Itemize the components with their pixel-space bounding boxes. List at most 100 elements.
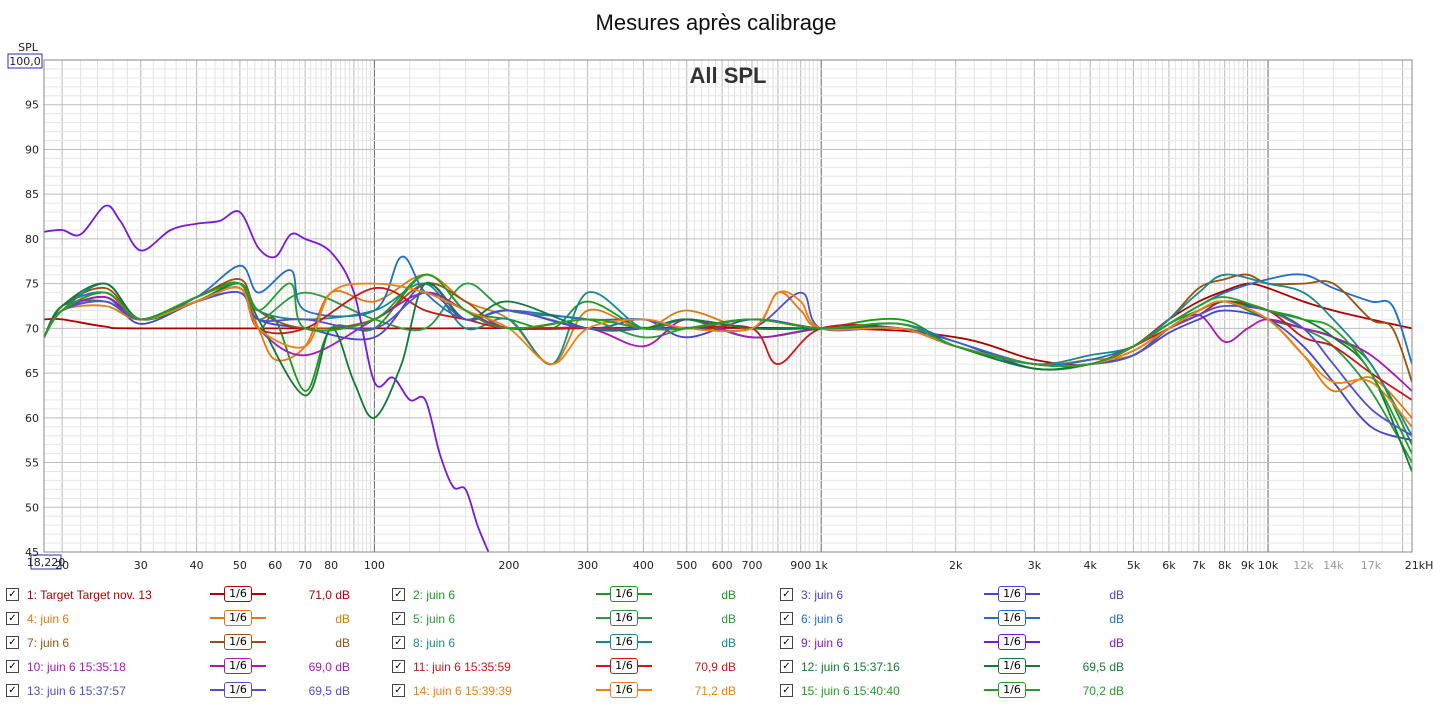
x-tick-label: 14k [1323, 559, 1344, 572]
smoothing-control[interactable]: 1/6 [210, 658, 266, 674]
x-tick-label: 6k [1162, 559, 1176, 572]
legend-checkbox[interactable]: ✓ [6, 660, 19, 673]
smoothing-label: 1/6 [610, 586, 638, 602]
x-tick-label: 9k [1241, 559, 1255, 572]
x-tick-label: 400 [633, 559, 654, 572]
legend-checkbox[interactable]: ✓ [392, 588, 405, 601]
legend-item[interactable]: ✓ 14: juin 6 15:39:39 1/6 71,2 dB [386, 680, 771, 700]
smoothing-control[interactable]: 1/6 [596, 682, 652, 698]
legend-label: 4: juin 6 [27, 612, 70, 626]
legend-checkbox[interactable]: ✓ [6, 636, 19, 649]
y-axis-label: SPL [18, 41, 39, 54]
legend-label: 9: juin 6 [801, 636, 844, 650]
x-ticks: 20 30 40 50 60 70 80 100 200 300 400 500 600 700 900 1k… [55, 559, 1433, 572]
legend-checkbox[interactable]: ✓ [780, 588, 793, 601]
smoothing-control[interactable]: 1/6 [210, 610, 266, 626]
legend-item[interactable]: ✓ 5: juin 6 1/6 dB [386, 608, 771, 628]
legend-item[interactable]: ✓ 2: juin 6 1/6 dB [386, 584, 771, 604]
legend-value: 69,5 dB [308, 684, 350, 698]
smoothing-control[interactable]: 1/6 [210, 586, 266, 602]
legend-checkbox[interactable]: ✓ [392, 660, 405, 673]
smoothing-control[interactable]: 1/6 [596, 610, 652, 626]
legend-checkbox[interactable]: ✓ [6, 612, 19, 625]
smoothing-control[interactable]: 1/6 [984, 658, 1040, 674]
legend-label: 3: juin 6 [801, 588, 844, 602]
smoothing-label: 1/6 [998, 586, 1026, 602]
legend-item[interactable]: ✓ 7: juin 6 1/6 dB [0, 632, 385, 652]
legend-item[interactable]: ✓ 10: juin 6 15:35:18 1/6 69,0 dB [0, 656, 385, 676]
legend-item[interactable]: ✓ 9: juin 6 1/6 dB [774, 632, 1159, 652]
legend-value: dB [335, 612, 350, 626]
x-tick-label: 900 [790, 559, 811, 572]
legend-label: 8: juin 6 [413, 636, 456, 650]
smoothing-label: 1/6 [610, 610, 638, 626]
smoothing-control[interactable]: 1/6 [984, 586, 1040, 602]
smoothing-label: 1/6 [998, 658, 1026, 674]
smoothing-label: 1/6 [610, 658, 638, 674]
legend-value: dB [335, 636, 350, 650]
smoothing-label: 1/6 [998, 682, 1026, 698]
smoothing-control[interactable]: 1/6 [210, 682, 266, 698]
legend-value: dB [721, 612, 736, 626]
legend-item[interactable]: ✓ 8: juin 6 1/6 dB [386, 632, 771, 652]
chart: Mesures après calibrage All SPL SPL 100,… [7, 10, 1433, 572]
legend-value: 70,9 dB [694, 660, 736, 674]
smoothing-control[interactable]: 1/6 [596, 586, 652, 602]
legend-value: dB [1109, 612, 1124, 626]
legend-label: 12: juin 6 15:37:16 [801, 660, 900, 674]
legend-checkbox[interactable]: ✓ [392, 636, 405, 649]
legend-label: 5: juin 6 [413, 612, 456, 626]
series-line-1 [44, 282, 1412, 366]
smoothing-control[interactable]: 1/6 [596, 658, 652, 674]
legend-item[interactable]: ✓ 4: juin 6 1/6 dB [0, 608, 385, 628]
plot-frame [43, 59, 1413, 553]
inner-title: All SPL [689, 63, 766, 88]
legend-item[interactable]: ✓ 3: juin 6 1/6 dB [774, 584, 1159, 604]
x-tick-label: 80 [324, 559, 338, 572]
legend-item[interactable]: ✓ 13: juin 6 15:37:57 1/6 69,5 dB [0, 680, 385, 700]
legend-label: 15: juin 6 15:40:40 [801, 684, 900, 698]
x-tick-label: 300 [577, 559, 598, 572]
y-tick-label: 95 [25, 99, 39, 112]
y-tick-label: 85 [25, 188, 39, 201]
legend-checkbox[interactable]: ✓ [6, 684, 19, 697]
legend-checkbox[interactable]: ✓ [780, 684, 793, 697]
legend-item[interactable]: ✓ 1: Target Target nov. 13 1/6 71,0 dB [0, 584, 385, 604]
legend-checkbox[interactable]: ✓ [392, 612, 405, 625]
legend-checkbox[interactable]: ✓ [780, 636, 793, 649]
smoothing-control[interactable]: 1/6 [984, 634, 1040, 650]
smoothing-label: 1/6 [224, 634, 252, 650]
x-tick-label: 50 [233, 559, 247, 572]
x-tick-label: 17k [1361, 559, 1382, 572]
smoothing-control[interactable]: 1/6 [984, 610, 1040, 626]
legend-label: 1: Target Target nov. 13 [27, 588, 152, 602]
legend-checkbox[interactable]: ✓ [780, 660, 793, 673]
legend-item[interactable]: ✓ 11: juin 6 15:35:59 1/6 70,9 dB [386, 656, 771, 676]
smoothing-control[interactable]: 1/6 [210, 634, 266, 650]
y-top-box[interactable] [7, 53, 43, 69]
series-line-14 [44, 282, 1412, 428]
legend-item[interactable]: ✓ 6: juin 6 1/6 dB [774, 608, 1159, 628]
legend-checkbox[interactable]: ✓ [392, 684, 405, 697]
legend-checkbox[interactable]: ✓ [6, 588, 19, 601]
x-tick-label: 8k [1218, 559, 1232, 572]
legend-item[interactable]: ✓ 12: juin 6 15:37:16 1/6 69,5 dB [774, 656, 1159, 676]
x-tick-label: 2k [949, 559, 963, 572]
x-tick-label: 30 [134, 559, 148, 572]
legend-checkbox[interactable]: ✓ [780, 612, 793, 625]
series-line-9 [44, 204, 490, 552]
smoothing-control[interactable]: 1/6 [596, 634, 652, 650]
legend-label: 6: juin 6 [801, 612, 844, 626]
smoothing-label: 1/6 [610, 634, 638, 650]
legend-item[interactable]: ✓ 15: juin 6 15:40:40 1/6 70,2 dB [774, 680, 1159, 700]
x-tick-label: 60 [268, 559, 282, 572]
smoothing-label: 1/6 [998, 634, 1026, 650]
legend-value: dB [721, 588, 736, 602]
x-start-box[interactable] [30, 554, 62, 570]
x-tick-label: 21kHz [1405, 559, 1433, 572]
smoothing-control[interactable]: 1/6 [984, 682, 1040, 698]
chart-title: Mesures après calibrage [596, 10, 837, 35]
x-tick-label: 100 [364, 559, 385, 572]
legend-value: dB [1109, 636, 1124, 650]
x-tick-label: 12k [1293, 559, 1314, 572]
